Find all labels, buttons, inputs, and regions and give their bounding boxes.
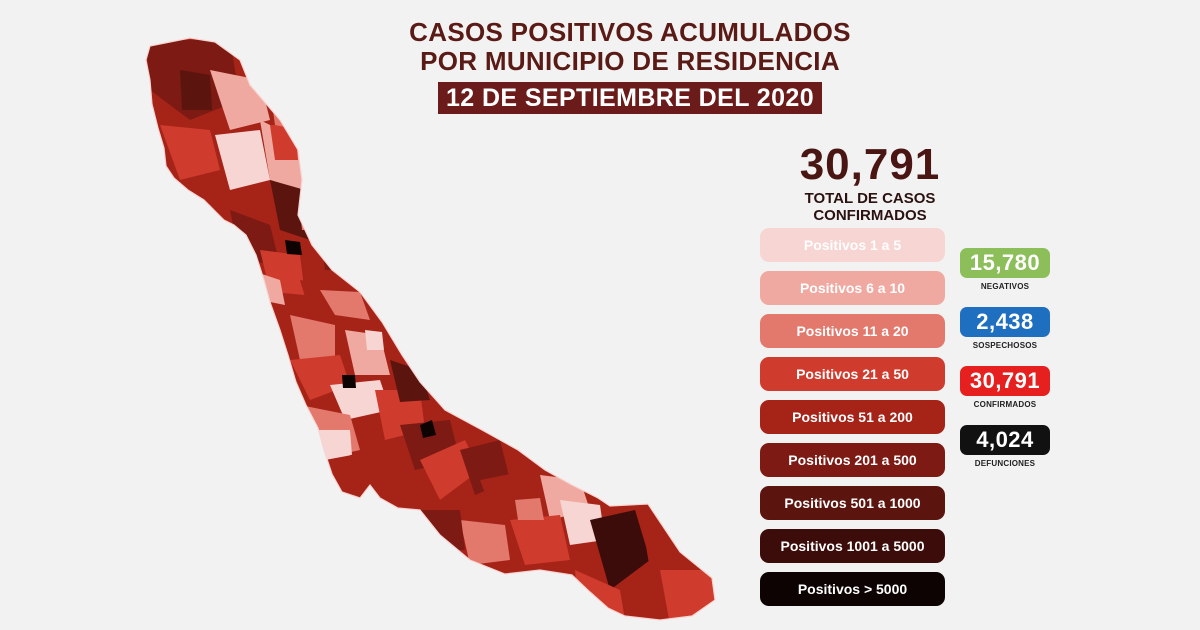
- legend: Positivos 1 a 5 Positivos 6 a 10 Positiv…: [760, 228, 945, 615]
- legend-item-11-20: Positivos 11 a 20: [760, 314, 945, 348]
- legend-item-6-10: Positivos 6 a 10: [760, 271, 945, 305]
- total-cases-caption: TOTAL DE CASOS CONFIRMADOS: [804, 190, 936, 224]
- stat-negativos-caption: NEGATIVOS: [980, 282, 1030, 291]
- stat-sospechosos-caption: SOSPECHOSOS: [972, 341, 1038, 350]
- stat-confirmados: 30,791 CONFIRMADOS: [960, 366, 1050, 409]
- stat-sospechosos-value: 2,438: [960, 307, 1050, 337]
- stat-defunciones: 4,024 DEFUNCIONES: [960, 425, 1050, 468]
- legend-item-201-500: Positivos 201 a 500: [760, 443, 945, 477]
- total-cases-block: 30,791 TOTAL DE CASOS CONFIRMADOS: [760, 140, 980, 225]
- stat-defunciones-caption: DEFUNCIONES: [974, 459, 1036, 468]
- veracruz-municipality-map: [120, 30, 740, 630]
- legend-item-over-5000: Positivos > 5000: [760, 572, 945, 606]
- stat-confirmados-value: 30,791: [960, 366, 1050, 396]
- date-banner: 12 DE SEPTIEMBRE DEL 2020: [437, 82, 822, 114]
- legend-item-1001-5000: Positivos 1001 a 5000: [760, 529, 945, 563]
- stat-negativos: 15,780 NEGATIVOS: [960, 248, 1050, 291]
- stat-negativos-value: 15,780: [960, 248, 1050, 278]
- legend-item-1-5: Positivos 1 a 5: [760, 228, 945, 262]
- stat-sospechosos: 2,438 SOSPECHOSOS: [960, 307, 1050, 350]
- page-title: CASOS POSITIVOS ACUMULADOS POR MUNICIPIO…: [409, 17, 851, 76]
- legend-item-21-50: Positivos 21 a 50: [760, 357, 945, 391]
- map-svg: [145, 37, 716, 621]
- total-cases-value: 30,791: [799, 140, 941, 189]
- legend-item-51-200: Positivos 51 a 200: [760, 400, 945, 434]
- header: CASOS POSITIVOS ACUMULADOS POR MUNICIPIO…: [400, 18, 860, 114]
- stats-panel: 15,780 NEGATIVOS 2,438 SOSPECHOSOS 30,79…: [960, 248, 1050, 484]
- stat-defunciones-value: 4,024: [960, 425, 1050, 455]
- legend-item-501-1000: Positivos 501 a 1000: [760, 486, 945, 520]
- municipality-cells: [146, 38, 715, 620]
- stat-confirmados-caption: CONFIRMADOS: [973, 400, 1037, 409]
